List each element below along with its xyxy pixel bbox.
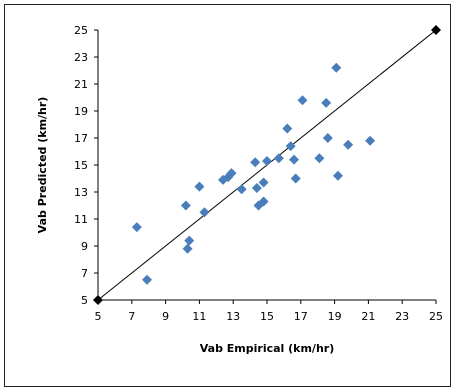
y-tick-label: 21 [74,78,88,91]
x-tick-label: 5 [95,310,102,323]
data-point [180,200,191,211]
data-point [321,97,332,108]
y-tick-label: 5 [81,294,88,307]
data-point [289,154,300,165]
data-point [199,207,210,218]
reference-line-end-marker [431,25,441,35]
y-tick-label: 23 [74,51,88,64]
x-tick-label: 9 [162,310,169,323]
data-point [194,181,205,192]
data-point [365,135,376,146]
y-tick-label: 17 [74,132,88,145]
data-point [290,173,301,184]
x-tick-labels: 5 7 9 11 13 15 17 19 21 23 25 [95,300,443,323]
x-tick-label: 17 [294,310,308,323]
data-point [332,170,343,181]
data-point [226,168,237,179]
x-tick-label: 23 [395,310,409,323]
x-axis-title: Vab Empirical (km/hr) [200,342,335,355]
y-tick-label: 9 [81,240,88,253]
data-point [258,196,269,207]
y-tick-labels: 5 7 9 11 13 15 17 19 21 23 25 [74,24,98,307]
x-tick-label: 11 [192,310,206,323]
data-point [142,274,153,285]
data-point [251,182,262,193]
y-tick-label: 7 [81,267,88,280]
data-point [314,153,325,164]
data-point [236,184,247,195]
x-tick-label: 13 [226,310,240,323]
data-point [285,141,296,152]
data-point [297,95,308,106]
y-tick-label: 19 [74,105,88,118]
x-tick-label: 25 [429,310,443,323]
data-point [262,155,272,166]
y-tick-label: 25 [74,24,88,37]
x-tick-label: 15 [260,310,274,323]
data-point [258,177,269,188]
data-point [282,123,293,134]
data-point [322,133,333,143]
y-tick-label: 13 [74,186,88,199]
chart-frame [4,4,451,387]
data-points [131,62,376,285]
x-tick-label: 21 [361,310,375,323]
data-point [184,235,195,246]
x-tick-label: 19 [328,310,342,323]
data-point [250,157,261,168]
data-point [343,139,354,150]
y-tick-label: 15 [74,159,88,172]
data-point [131,222,142,233]
data-point [182,243,193,254]
y-tick-label: 11 [74,213,88,226]
data-point [273,153,284,164]
data-point [331,62,342,73]
x-tick-label: 7 [128,310,135,323]
y-axis-title: Vab Predicted (km/hr) [36,97,49,234]
